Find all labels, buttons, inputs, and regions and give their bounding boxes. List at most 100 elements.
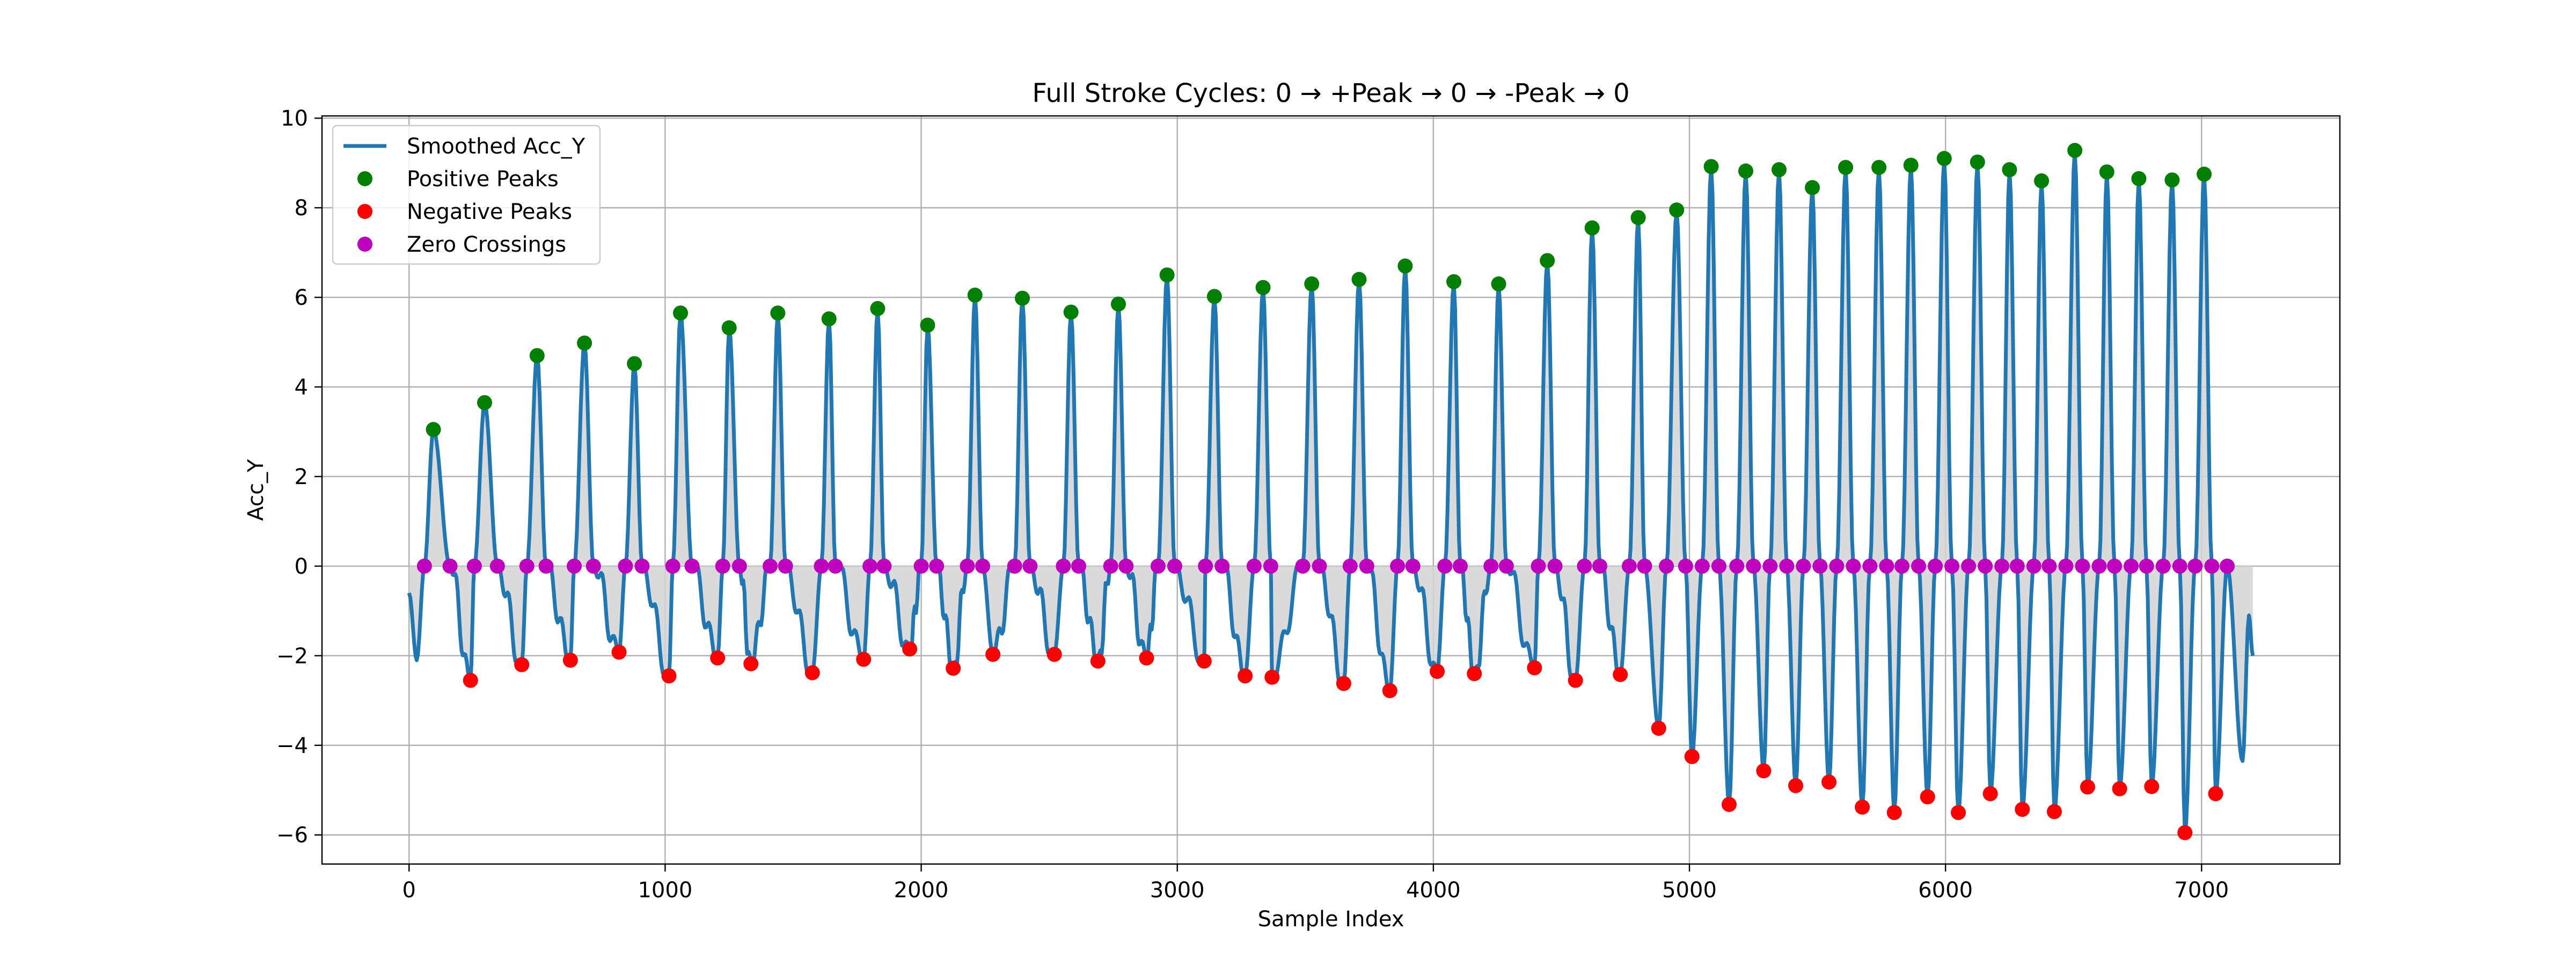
zero-crossing-point (1498, 558, 1514, 574)
negative-peak-point (1855, 799, 1870, 815)
y-axis-label: Acc_Y (244, 459, 268, 521)
zero-crossing-point (1762, 558, 1778, 574)
negative-peak-point (2112, 781, 2127, 796)
positive-peak-point (1063, 304, 1079, 320)
zero-crossing-point (1342, 558, 1358, 574)
zero-crossing-point (1711, 558, 1726, 574)
negative-peak-point (1430, 664, 1445, 679)
legend-label: Smoothed Acc_Y (407, 134, 586, 159)
negative-peak-point (1196, 653, 1212, 669)
zero-crossing-point (1452, 558, 1468, 574)
positive-peak-point (1159, 267, 1175, 283)
zero-crossing-point (1911, 558, 1927, 574)
negative-peak-point (856, 652, 872, 667)
negative-peak-point (2015, 802, 2030, 817)
zero-crossing-point (684, 558, 700, 574)
x-tick-label: 0 (402, 878, 416, 903)
negative-peak-point (1684, 749, 1700, 764)
zero-crossing-point (1862, 558, 1878, 574)
zero-crossing-point (2107, 558, 2123, 574)
positive-peak-point (2002, 162, 2017, 178)
zero-crossing-point (1056, 558, 1071, 574)
negative-peak-point (1721, 796, 1737, 812)
positive-peak-point (2034, 173, 2050, 189)
zero-crossing-point (2139, 558, 2154, 574)
negative-peak-point (985, 647, 1001, 662)
zero-crossing-point (2075, 558, 2090, 574)
positive-peak-point (1970, 154, 1985, 170)
zero-crossing-point (1263, 558, 1278, 574)
zero-crossing-point (1577, 558, 1592, 574)
negative-peak-point (1651, 721, 1666, 736)
positive-peak-point (1491, 276, 1506, 292)
positive-peak-point (627, 356, 642, 371)
positive-peak-point (426, 422, 441, 437)
zero-crossing-point (715, 558, 730, 574)
zero-crossing-point (1531, 558, 1546, 574)
zero-crossing-point (1295, 558, 1311, 574)
zero-crossing-point (466, 558, 482, 574)
positive-peak-point (529, 348, 545, 363)
chart-title: Full Stroke Cycles: 0 → +Peak → 0 → -Pea… (1032, 78, 1629, 108)
zero-crossing-point (1659, 558, 1674, 574)
negative-peak-point (1568, 672, 1583, 688)
zero-crossing-point (1198, 558, 1213, 574)
zero-crossing-point (1779, 558, 1795, 574)
zero-crossing-point (1928, 558, 1943, 574)
zero-crossing-point (1637, 558, 1652, 574)
zero-crossing-point (1483, 558, 1499, 574)
positive-peak-point (1738, 163, 1753, 179)
negative-peak-point (463, 672, 478, 688)
y-tick-label: 2 (295, 465, 308, 489)
positive-peak-point (1703, 159, 1719, 174)
negative-peak-point (1046, 647, 1062, 662)
legend-label: Positive Peaks (407, 167, 559, 192)
y-tick-label: −2 (276, 644, 308, 669)
x-tick-label: 6000 (1918, 878, 1973, 903)
zero-crossing-point (1214, 558, 1230, 574)
positive-peak-point (1838, 159, 1854, 175)
zero-crossing-point (1812, 558, 1828, 574)
negative-peak-point (1336, 676, 1351, 691)
zero-crossing-point (1118, 558, 1134, 574)
negative-peak-point (1238, 668, 1253, 684)
x-tick-label: 5000 (1662, 878, 1717, 903)
zero-crossing-point (634, 558, 650, 574)
negative-peak-point (1756, 763, 1772, 779)
negative-peak-point (661, 668, 677, 684)
zero-crossing-point (814, 558, 829, 574)
negative-peak-point (902, 641, 918, 657)
zero-crossing-point (1547, 558, 1563, 574)
positive-peak-point (1304, 276, 1320, 292)
positive-peak-point (2197, 166, 2212, 182)
positive-peak-point (1669, 202, 1685, 218)
positive-peak-point (673, 305, 689, 321)
negative-peak-point (1139, 650, 1154, 666)
positive-peak-point (477, 395, 492, 411)
positive-peak-point (1446, 274, 1462, 289)
zero-crossing-point (2204, 558, 2220, 574)
zero-crossing-point (1729, 558, 1745, 574)
x-tick-label: 7000 (2174, 878, 2229, 903)
y-tick-label: 10 (281, 106, 308, 131)
zero-crossing-point (1994, 558, 2010, 574)
zero-crossing-point (913, 558, 929, 574)
negative-peak-point (1527, 660, 1542, 676)
x-tick-label: 3000 (1150, 878, 1205, 903)
y-tick-label: −6 (276, 823, 308, 848)
zero-crossing-point (1978, 558, 1993, 574)
positive-peak-point (1936, 151, 1952, 166)
y-tick-label: −4 (276, 734, 308, 758)
zero-crossing-point (567, 558, 582, 574)
zero-crossing-point (975, 558, 991, 574)
zero-crossing-point (1829, 558, 1845, 574)
negative-peak-point (1090, 653, 1106, 669)
x-tick-label: 2000 (894, 878, 949, 903)
negative-peak-point (1982, 786, 1998, 801)
positive-peak-point (2067, 143, 2083, 158)
zero-crossing-point (1894, 558, 1910, 574)
positive-peak-point (1540, 253, 1555, 268)
zero-crossing-point (828, 558, 843, 574)
zero-crossing-point (538, 558, 554, 574)
zero-crossing-point (1167, 558, 1182, 574)
